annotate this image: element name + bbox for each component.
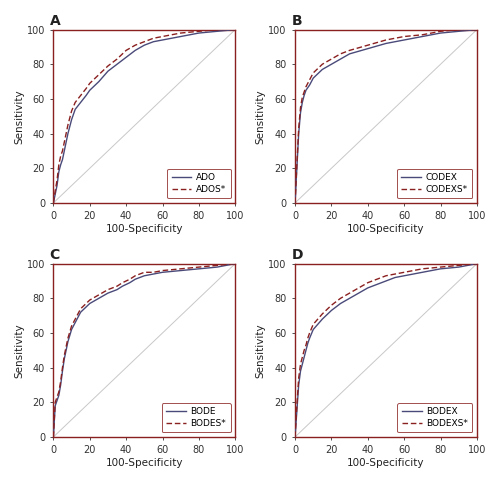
X-axis label: 100-Specificity: 100-Specificity: [106, 224, 183, 234]
Text: A: A: [50, 14, 60, 28]
Text: B: B: [292, 14, 302, 28]
X-axis label: 100-Specificity: 100-Specificity: [347, 458, 424, 468]
Legend: ADO, ADOS*: ADO, ADOS*: [167, 169, 230, 199]
X-axis label: 100-Specificity: 100-Specificity: [106, 458, 183, 468]
X-axis label: 100-Specificity: 100-Specificity: [347, 224, 424, 234]
Y-axis label: Sensitivity: Sensitivity: [14, 323, 24, 377]
Legend: BODE, BODES*: BODE, BODES*: [162, 403, 230, 432]
Legend: BODEX, BODEXS*: BODEX, BODEXS*: [397, 403, 472, 432]
Text: C: C: [50, 248, 60, 262]
Y-axis label: Sensitivity: Sensitivity: [14, 89, 24, 144]
Legend: CODEX, CODEXS*: CODEX, CODEXS*: [397, 169, 472, 199]
Text: D: D: [292, 248, 303, 262]
Y-axis label: Sensitivity: Sensitivity: [256, 89, 266, 144]
Y-axis label: Sensitivity: Sensitivity: [256, 323, 266, 377]
